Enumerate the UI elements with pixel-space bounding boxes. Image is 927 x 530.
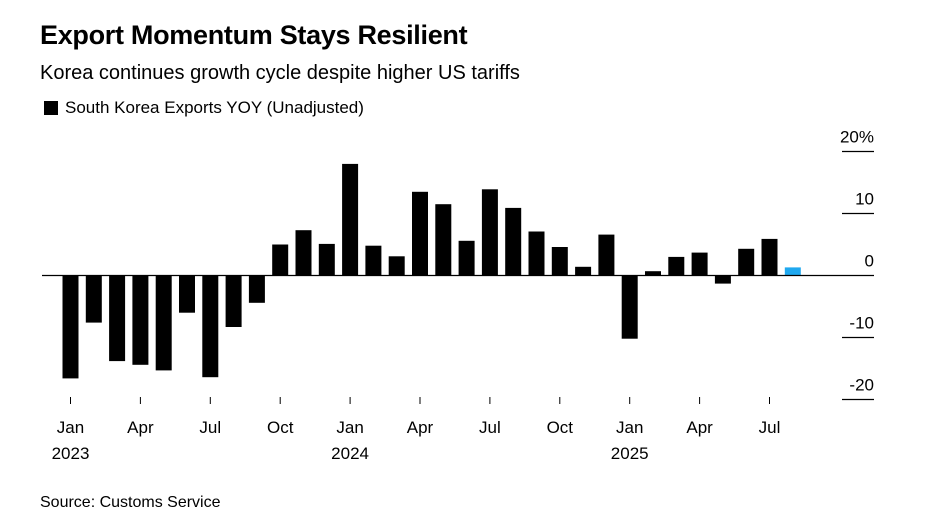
legend-swatch xyxy=(44,101,58,115)
bar-2024-01 xyxy=(342,163,359,276)
y-tick-label: -20 xyxy=(849,376,874,395)
x-tick-label-year: 2025 xyxy=(611,444,649,463)
x-tick-label-month: Jul xyxy=(759,418,781,437)
bar-2025-06 xyxy=(738,248,755,276)
x-tick-label-month: Oct xyxy=(547,418,574,437)
chart-title: Export Momentum Stays Resilient xyxy=(40,20,468,50)
bar-2024-09 xyxy=(528,231,545,276)
bar-2024-11 xyxy=(575,266,592,276)
bar-2024-05 xyxy=(435,204,452,276)
x-axis: Jan 2023 Apr Jul Oct Jan 2024 Apr Jul Oct Jan 2025 A… xyxy=(52,397,781,463)
y-tick-label: 10 xyxy=(855,190,874,209)
bar-2024-12 xyxy=(598,234,615,276)
bar-2024-08 xyxy=(505,207,522,276)
x-tick-label-month: Apr xyxy=(127,418,154,437)
y-axis: 20% 10 0 -10 -20 xyxy=(840,128,874,401)
bar-2023-02 xyxy=(85,275,102,323)
bar-2023-08 xyxy=(225,275,242,327)
bar-2024-06 xyxy=(458,240,475,276)
bars-group xyxy=(42,163,874,379)
legend: South Korea Exports YOY (Unadjusted) xyxy=(44,98,364,118)
bar-2025-04 xyxy=(691,252,708,276)
x-tick-label-month: Jan xyxy=(336,418,363,437)
bar-2024-07 xyxy=(481,189,498,276)
bar-2025-01 xyxy=(621,275,638,339)
bar-2023-03 xyxy=(109,275,126,362)
bar-2025-02 xyxy=(645,271,661,276)
bar-2023-11 xyxy=(295,230,312,276)
bar-2023-04 xyxy=(132,275,149,365)
bar-2024-03 xyxy=(388,256,405,276)
x-tick-label-month: Jan xyxy=(57,418,84,437)
x-tick-label-year: 2023 xyxy=(52,444,90,463)
bar-2024-04 xyxy=(412,191,428,276)
bar-2023-07 xyxy=(202,275,219,378)
bar-2023-05 xyxy=(155,275,172,371)
x-tick-label-year: 2024 xyxy=(331,444,369,463)
source-note: Source: Customs Service xyxy=(40,494,221,511)
x-tick-label-month: Jul xyxy=(479,418,501,437)
bar-2025-07 xyxy=(761,238,778,276)
bar-2025-03 xyxy=(668,256,685,276)
bar-2025-08 xyxy=(784,267,801,276)
x-tick-label-month: Oct xyxy=(267,418,294,437)
x-tick-label-month: Jan xyxy=(616,418,643,437)
bar-2023-10 xyxy=(272,244,289,276)
bar-2024-02 xyxy=(365,245,382,276)
x-tick-label-month: Apr xyxy=(407,418,434,437)
x-tick-label-month: Apr xyxy=(686,418,713,437)
legend-label: South Korea Exports YOY (Unadjusted) xyxy=(65,98,364,117)
bar-2023-01 xyxy=(62,275,79,379)
bar-2023-06 xyxy=(179,275,195,313)
bar-2023-09 xyxy=(248,275,265,303)
y-tick-label: -10 xyxy=(849,314,874,333)
bar-2024-10 xyxy=(551,247,568,276)
x-tick-label-month: Jul xyxy=(199,418,221,437)
bar-2025-05 xyxy=(714,275,731,284)
chart-subtitle: Korea continues growth cycle despite hig… xyxy=(40,62,520,84)
bar-2023-12 xyxy=(318,243,335,276)
y-tick-label: 20% xyxy=(840,128,874,147)
y-tick-label: 0 xyxy=(865,252,874,271)
